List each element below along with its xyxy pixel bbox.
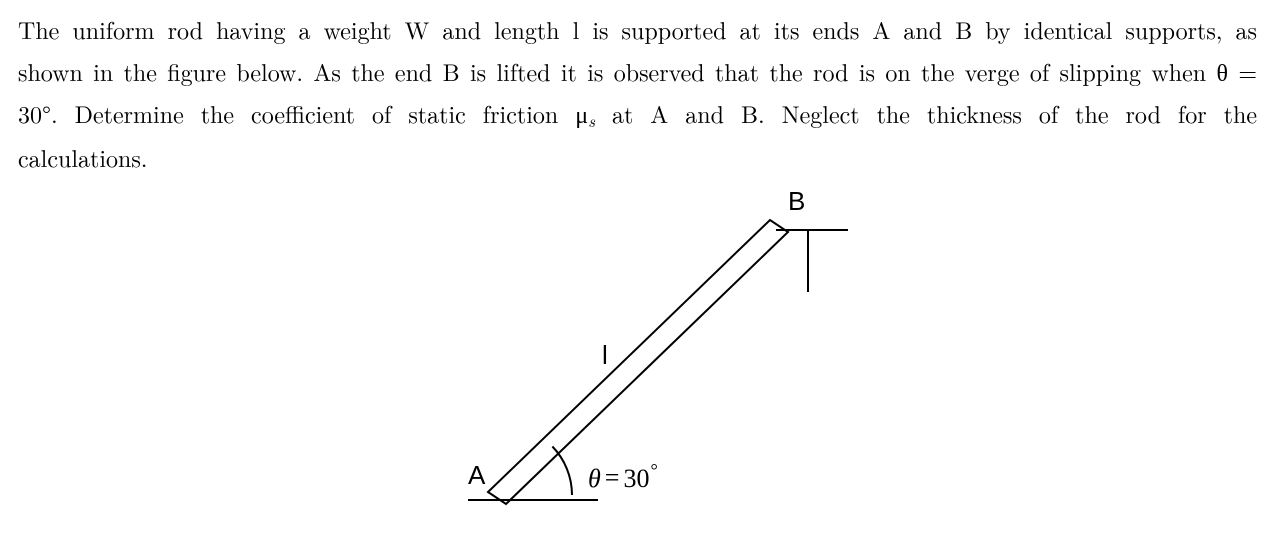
- label-a: A: [468, 460, 485, 491]
- figure-svg: [458, 182, 878, 522]
- theta-symbol: θ: [588, 463, 601, 492]
- figure-container: B A l θ=30°: [18, 182, 1275, 542]
- angle-value: 30: [623, 463, 649, 492]
- angle-expression: θ=30°: [588, 460, 658, 494]
- equals-sign: =: [601, 463, 624, 492]
- problem-paragraph: The uniform rod having a weight W and le…: [18, 8, 1257, 178]
- mu-subscript: s: [588, 108, 595, 132]
- label-l: l: [602, 340, 608, 371]
- degree-symbol: °: [650, 460, 657, 480]
- label-b: B: [788, 186, 805, 217]
